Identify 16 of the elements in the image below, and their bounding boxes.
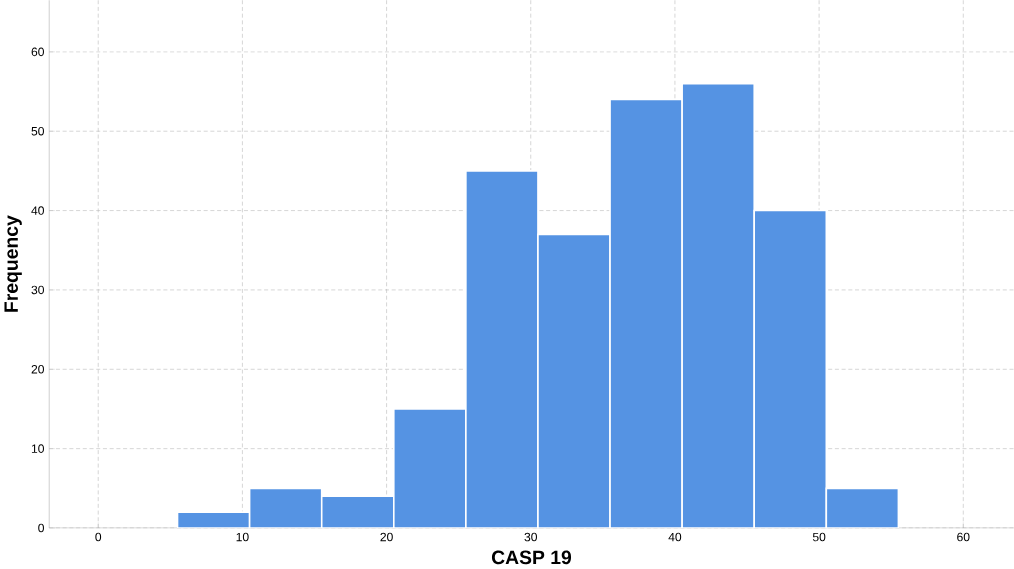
y-tick-label: 40 (31, 206, 44, 215)
y-tick-label: 30 (31, 285, 44, 295)
y-tick-label: 0 (38, 523, 44, 533)
x-tick-label: 20 (380, 532, 393, 542)
y-tick-label: 20 (31, 365, 44, 374)
y-tick-label: 10 (31, 444, 44, 454)
x-axis-title: CASP 19 (491, 550, 572, 565)
x-tick-label: 10 (236, 532, 249, 542)
x-tick-label: 40 (668, 532, 682, 542)
x-tick-label: 50 (812, 532, 826, 542)
y-tick-label: 60 (31, 47, 44, 57)
x-tick-label: 60 (957, 532, 970, 542)
y-tick-label: 50 (31, 127, 44, 136)
y-axis-title: Frequency (4, 215, 22, 312)
x-tick-label: 30 (524, 532, 538, 542)
x-tick-label: 0 (95, 532, 102, 542)
